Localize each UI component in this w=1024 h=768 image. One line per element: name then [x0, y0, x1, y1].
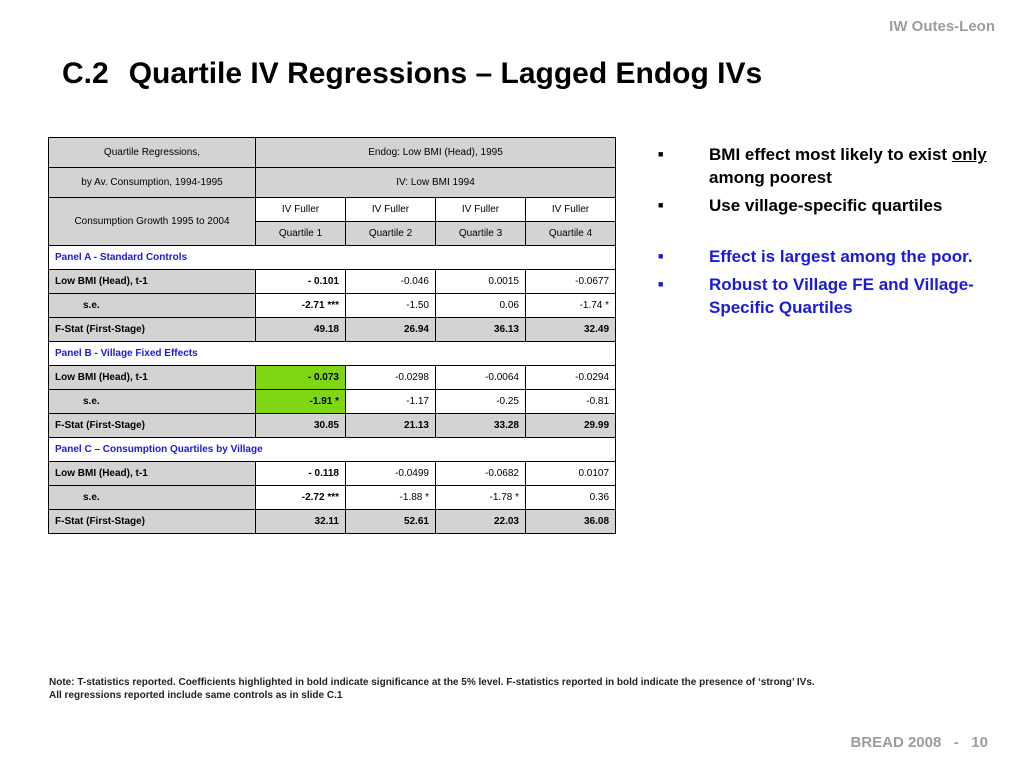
bullet-item: ■ Use village-specific quartiles: [654, 194, 999, 217]
row-label-se: s.e.: [48, 485, 256, 510]
method-header: IV Fuller: [255, 197, 346, 222]
bullet-text: Effect is largest among the poor.: [709, 247, 973, 266]
se-cell: 0.36: [524, 485, 617, 510]
coef-cell: 0.0107: [524, 461, 617, 486]
bullet-item: ■ Robust to Village FE and Village-Speci…: [654, 273, 999, 319]
quartile-header: Quartile 1: [255, 221, 346, 246]
bullet-item: ■ Effect is largest among the poor.: [654, 245, 999, 268]
coef-cell: -0.0499: [345, 461, 436, 486]
bullet-text: Robust to Village FE and Village-Specifi…: [709, 275, 974, 317]
se-cell: -2.72 ***: [255, 485, 346, 510]
quartile-header: Quartile 2: [345, 221, 436, 246]
fstat-cell: 36.13: [435, 317, 526, 342]
fstat-cell: 32.49: [524, 317, 617, 342]
quartile-header: Quartile 3: [435, 221, 526, 246]
bullet-text: among poorest: [709, 168, 832, 187]
coef-cell: 0.0015: [435, 269, 526, 294]
panel-a-heading: Panel A - Standard Controls: [47, 245, 617, 270]
fstat-cell: 30.85: [255, 413, 346, 438]
coef-cell: - 0.118: [255, 461, 346, 486]
coef-cell: -0.0064: [435, 365, 526, 390]
fstat-cell: 49.18: [255, 317, 346, 342]
bullet-underlined-word: only: [951, 145, 987, 164]
row-label-coef: Low BMI (Head), t-1: [48, 365, 256, 390]
method-header: IV Fuller: [524, 197, 617, 222]
coef-cell: -0.0682: [435, 461, 526, 486]
coef-cell: -0.046: [345, 269, 436, 294]
se-cell: -0.25: [435, 389, 526, 414]
slide-title: C.2 Quartile IV Regressions – Lagged Endo…: [62, 57, 762, 91]
row-label-se: s.e.: [48, 293, 256, 318]
note-line: Note: T-statistics reported. Coefficient…: [49, 677, 815, 688]
se-cell: -1.88 *: [345, 485, 436, 510]
header-consumption-growth: Consumption Growth 1995 to 2004: [48, 197, 256, 246]
fstat-cell: 52.61: [345, 509, 436, 534]
fstat-cell: 32.11: [255, 509, 346, 534]
se-cell: -1.17: [345, 389, 436, 414]
fstat-cell: 33.28: [435, 413, 526, 438]
coef-cell-highlighted: - 0.073: [255, 365, 346, 390]
header-endog: Endog: Low BMI (Head), 1995: [254, 137, 617, 168]
presenter-credit: IW Outes-Leon: [889, 18, 995, 35]
bullet-list: ■ BMI effect most likely to exist only a…: [654, 143, 999, 319]
row-label-fstat: F-Stat (First-Stage): [48, 509, 256, 534]
row-label-coef: Low BMI (Head), t-1: [48, 269, 256, 294]
table-note: Note: T-statistics reported. Coefficient…: [49, 676, 989, 702]
fstat-cell: 36.08: [524, 509, 617, 534]
fstat-cell: 21.13: [345, 413, 436, 438]
row-label-se: s.e.: [48, 389, 256, 414]
se-cell: -0.81: [524, 389, 617, 414]
slide-footer: BREAD 2008 - 10: [850, 734, 988, 751]
coef-cell: -0.0677: [524, 269, 617, 294]
square-bullet-icon: ■: [658, 149, 664, 159]
square-bullet-icon: ■: [658, 200, 664, 210]
se-cell: -1.74 *: [524, 293, 617, 318]
fstat-cell: 26.94: [345, 317, 436, 342]
panel-c-heading: Panel C – Consumption Quartiles by Villa…: [47, 437, 617, 462]
note-line: All regressions reported include same co…: [49, 690, 343, 701]
coef-cell: -0.0298: [345, 365, 436, 390]
coef-cell: - 0.101: [255, 269, 346, 294]
bullet-text: BMI effect most likely to exist: [709, 145, 948, 164]
row-label-coef: Low BMI (Head), t-1: [48, 461, 256, 486]
se-cell: -2.71 ***: [255, 293, 346, 318]
fstat-cell: 22.03: [435, 509, 526, 534]
se-cell: 0.06: [435, 293, 526, 318]
header-by-consumption: by Av. Consumption, 1994-1995: [48, 167, 256, 198]
header-quartile-regressions: Quartile Regressions,: [48, 137, 256, 168]
square-bullet-icon: ■: [658, 279, 664, 289]
bullet-item: ■ BMI effect most likely to exist only a…: [654, 143, 999, 189]
slide-title-text: Quartile IV Regressions – Lagged Endog I…: [128, 57, 763, 90]
fstat-cell: 29.99: [524, 413, 617, 438]
se-cell: -1.78 *: [435, 485, 526, 510]
coef-cell: -0.0294: [524, 365, 617, 390]
row-label-fstat: F-Stat (First-Stage): [48, 413, 256, 438]
method-header: IV Fuller: [345, 197, 436, 222]
se-cell-highlighted: -1.91 *: [255, 389, 346, 414]
panel-b-heading: Panel B - Village Fixed Effects: [47, 341, 617, 366]
se-cell: -1.50: [345, 293, 436, 318]
method-header: IV Fuller: [435, 197, 526, 222]
slide-title-number: C.2: [62, 57, 109, 90]
regression-table: Quartile Regressions, Endog: Low BMI (He…: [47, 137, 617, 534]
row-label-fstat: F-Stat (First-Stage): [48, 317, 256, 342]
square-bullet-icon: ■: [658, 251, 664, 261]
quartile-header: Quartile 4: [524, 221, 617, 246]
bullet-text: Use village-specific quartiles: [709, 196, 943, 215]
header-iv: IV: Low BMI 1994: [254, 167, 617, 198]
